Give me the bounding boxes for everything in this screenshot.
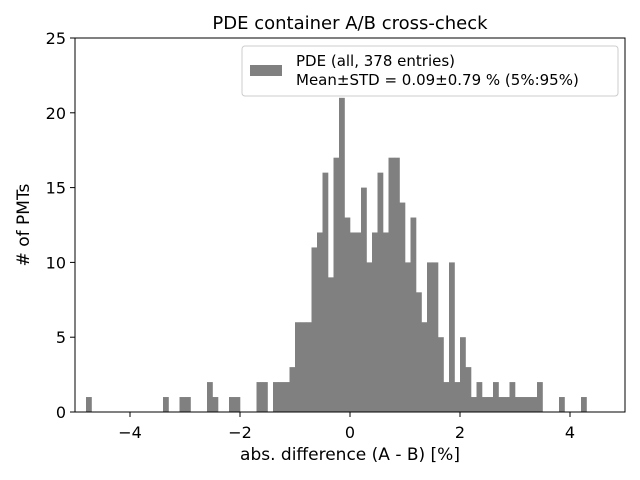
bar: [185, 397, 191, 412]
x-tick-label: 0: [345, 423, 355, 442]
bar: [421, 322, 428, 412]
x-tick-label: 2: [455, 423, 465, 442]
bar: [416, 292, 422, 412]
bar: [432, 262, 439, 412]
bar: [344, 217, 351, 412]
x-axis: −4 −2 0 2 4: [118, 412, 575, 442]
x-axis-label: abs. difference (A - B) [%]: [240, 445, 460, 465]
bar: [256, 382, 263, 412]
bar: [262, 382, 268, 412]
bar: [509, 382, 516, 412]
bar: [300, 322, 307, 412]
bar: [537, 382, 543, 412]
bar: [493, 382, 499, 412]
bar: [454, 382, 461, 412]
bar: [504, 397, 510, 412]
bar: [311, 247, 318, 412]
bar: [443, 382, 450, 412]
bar: [405, 262, 411, 412]
bar: [322, 172, 329, 412]
bar: [410, 217, 417, 412]
bar: [361, 187, 367, 412]
bar: [278, 382, 285, 412]
chart-title: PDE container A/B cross-check: [212, 13, 488, 34]
bar: [86, 397, 92, 412]
bar: [377, 172, 384, 412]
bar: [328, 277, 334, 412]
x-tick-label: −4: [118, 423, 142, 442]
bar: [207, 382, 213, 412]
y-tick-label: 10: [46, 253, 66, 272]
y-tick-label: 0: [56, 403, 66, 422]
bar: [289, 367, 296, 412]
bar: [234, 397, 241, 412]
bar: [476, 382, 483, 412]
legend: PDE (all, 378 entries) Mean±STD = 0.09±0…: [241, 45, 619, 97]
bar: [163, 397, 169, 412]
bar: [355, 232, 362, 412]
bar: [559, 397, 565, 412]
y-axis-label: # of PMTs: [14, 183, 34, 266]
bar: [212, 397, 219, 412]
y-tick-label: 25: [46, 29, 66, 48]
bar: [487, 397, 494, 412]
bar: [229, 397, 235, 412]
bar: [333, 157, 340, 412]
bar: [465, 367, 472, 412]
bar: [394, 157, 400, 412]
bar: [427, 262, 433, 412]
legend-swatch: [250, 65, 282, 76]
bar: [306, 322, 312, 412]
bar: [438, 337, 444, 412]
legend-entry-line2: Mean±STD = 0.09±0.79 % (5%:95%): [296, 71, 579, 89]
bar: [498, 397, 505, 412]
bar: [460, 337, 466, 412]
bar: [284, 382, 290, 412]
bar: [531, 397, 538, 412]
bar: [350, 232, 356, 412]
y-tick-label: 20: [46, 104, 66, 123]
bar: [526, 397, 532, 412]
x-tick-label: 4: [565, 423, 575, 442]
bar: [372, 232, 378, 412]
bar: [317, 232, 323, 412]
bar: [520, 397, 527, 412]
bar: [515, 397, 521, 412]
bar: [482, 397, 488, 412]
bar: [339, 97, 345, 412]
y-tick-label: 5: [56, 328, 66, 347]
bar: [581, 397, 587, 412]
bar: [388, 157, 395, 412]
bar: [179, 397, 186, 412]
bar: [399, 202, 406, 412]
y-tick-label: 15: [46, 179, 66, 198]
bar: [449, 262, 455, 412]
legend-entry-line1: PDE (all, 378 entries): [296, 52, 455, 70]
bar: [471, 397, 477, 412]
bar: [383, 232, 389, 412]
x-tick-label: −2: [228, 423, 252, 442]
bar: [273, 382, 279, 412]
bar: [295, 322, 301, 412]
bar: [366, 262, 373, 412]
bars-group: [86, 97, 587, 412]
legend-box: [241, 45, 619, 97]
y-axis: 0 5 10 15 20 25: [46, 29, 75, 422]
